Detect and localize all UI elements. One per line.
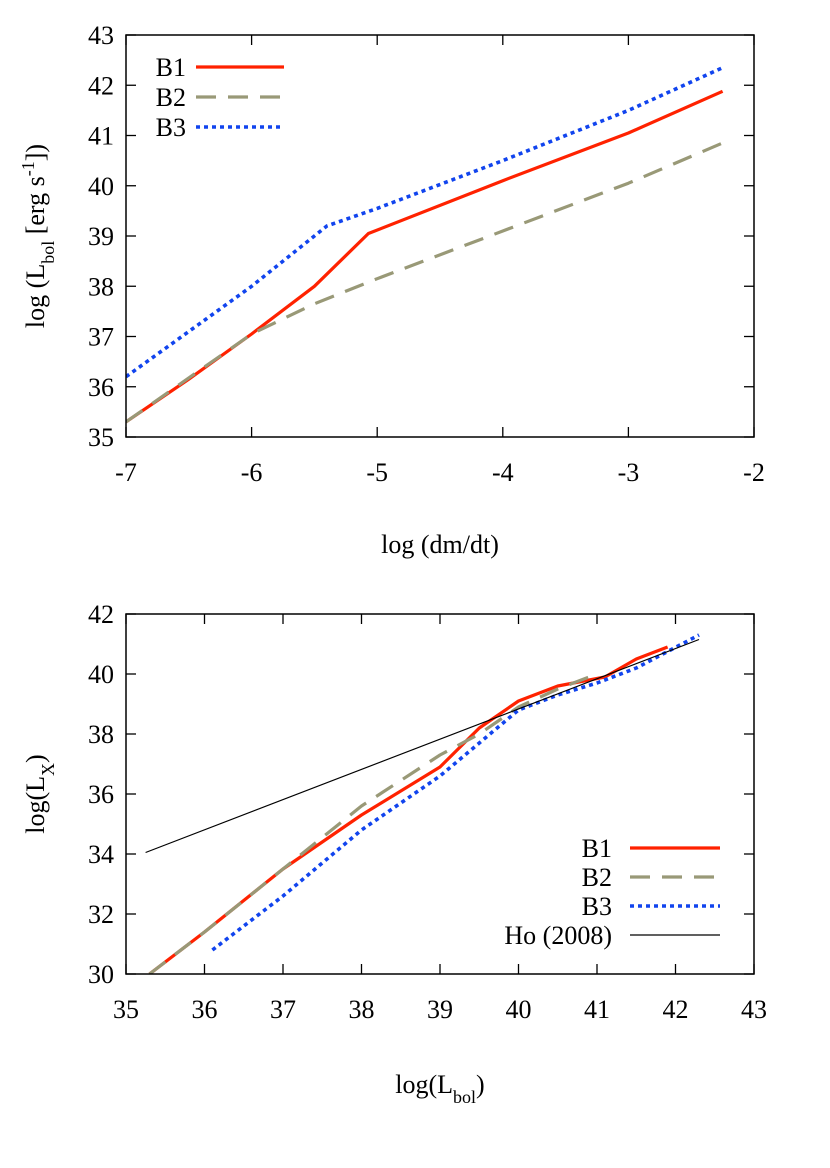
x-tick-label: -6 bbox=[241, 458, 263, 487]
series-line-b3 bbox=[211, 633, 700, 952]
y-tick-label: 40 bbox=[88, 172, 114, 201]
label-text: ) bbox=[21, 754, 50, 763]
x-tick-label: 41 bbox=[584, 995, 610, 1024]
label-subscript: bol bbox=[38, 241, 58, 264]
x-tick-label: 36 bbox=[192, 995, 218, 1024]
x-tick-label: -2 bbox=[743, 458, 765, 487]
label-subscript: X bbox=[38, 763, 58, 776]
y-tick-label: 35 bbox=[88, 423, 114, 452]
label-subscript: bol bbox=[453, 1087, 476, 1107]
legend-label: Ho (2008) bbox=[504, 921, 612, 950]
label-text: ]) bbox=[21, 144, 50, 161]
x-tick-label: -3 bbox=[618, 458, 640, 487]
series-line-b2 bbox=[148, 675, 590, 974]
y-axis-label: log (Lbol [erg s-1]) bbox=[18, 144, 58, 328]
legend-label: B2 bbox=[156, 83, 186, 112]
y-tick-label: 32 bbox=[88, 900, 114, 929]
series-line-b1 bbox=[126, 89, 724, 424]
x-tick-label: 43 bbox=[741, 995, 767, 1024]
y-axis-label: log(LX) bbox=[21, 754, 58, 833]
x-tick-label: 35 bbox=[113, 995, 139, 1024]
y-tick-label: 36 bbox=[88, 373, 114, 402]
x-tick-label: 38 bbox=[349, 995, 375, 1024]
y-tick-label: 38 bbox=[88, 272, 114, 301]
panel-top-lbol-vs-mdot: -7 -6 -5 -4 -3 -2 35 36 37 38 39 40 41 42 43 log (dm/dt… bbox=[18, 21, 765, 559]
label-superscript: -1 bbox=[18, 161, 38, 176]
y-tick-label: 42 bbox=[88, 600, 114, 629]
y-tick-label: 40 bbox=[88, 660, 114, 689]
legend-label: B1 bbox=[582, 834, 612, 863]
series-line-b2 bbox=[126, 141, 724, 424]
label-text: [erg s bbox=[21, 176, 50, 241]
legend-label: B3 bbox=[582, 892, 612, 921]
legend-label: B2 bbox=[582, 863, 612, 892]
panel-bottom-lx-vs-lbol: 35 36 37 38 39 40 41 42 4330323436384042log(Lbol… bbox=[21, 600, 767, 1107]
y-tick-label: 30 bbox=[88, 960, 114, 989]
x-tick-label: -4 bbox=[492, 458, 514, 487]
x-tick-label: -7 bbox=[115, 458, 137, 487]
y-tick-label: 36 bbox=[88, 780, 114, 809]
x-tick-label: 37 bbox=[270, 995, 296, 1024]
x-axis-label: log(Lbol) bbox=[395, 1070, 484, 1107]
x-axis-label: log (dm/dt) bbox=[381, 530, 499, 559]
label-text: log (L bbox=[21, 264, 50, 328]
y-tick-label: 37 bbox=[88, 323, 114, 352]
y-tick-label: 38 bbox=[88, 720, 114, 749]
y-tick-label: 41 bbox=[88, 122, 114, 151]
series-group bbox=[145, 633, 700, 974]
series-group bbox=[126, 66, 724, 424]
label-text: ) bbox=[476, 1070, 485, 1099]
series-line-ho-2008- bbox=[145, 638, 700, 854]
legend-label: B1 bbox=[156, 53, 186, 82]
y-tick-label: 43 bbox=[88, 21, 114, 50]
y-tick-label: 39 bbox=[88, 222, 114, 251]
x-tick-label: 39 bbox=[427, 995, 453, 1024]
x-tick-label: 40 bbox=[506, 995, 532, 1024]
y-tick-label: 34 bbox=[88, 840, 114, 869]
series-line-b3 bbox=[126, 66, 724, 379]
label-text: log(L bbox=[395, 1070, 453, 1099]
y-tick-label: 42 bbox=[88, 71, 114, 100]
legend-label: B3 bbox=[156, 113, 186, 142]
x-tick-label: -5 bbox=[366, 458, 388, 487]
label-text: log(L bbox=[21, 776, 50, 834]
x-tick-label: 42 bbox=[663, 995, 689, 1024]
